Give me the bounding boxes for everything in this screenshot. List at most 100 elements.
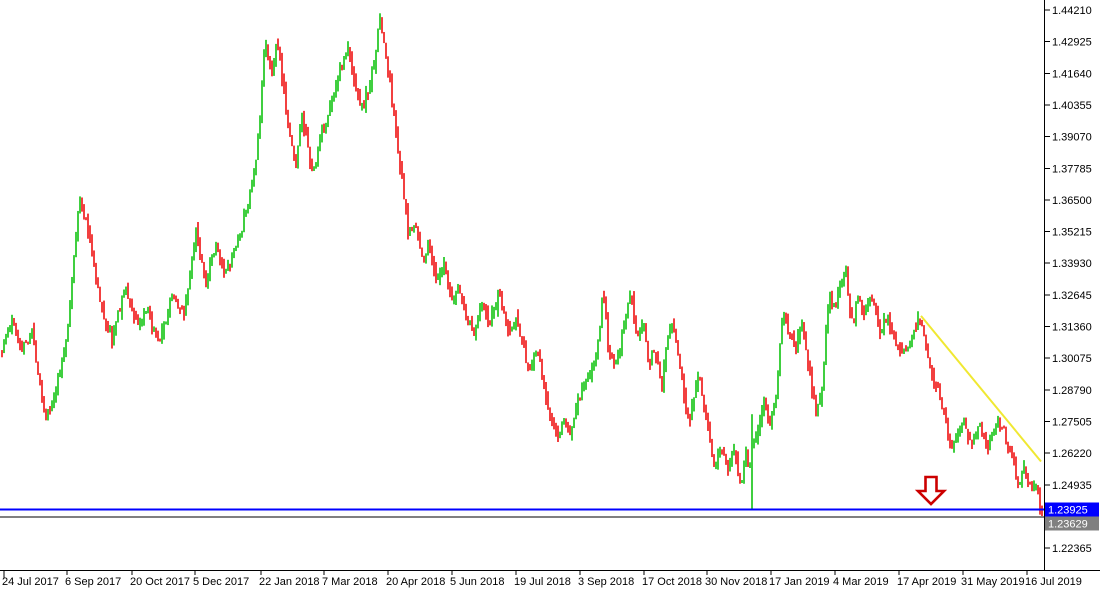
candle-up bbox=[821, 386, 823, 407]
candle-down bbox=[229, 263, 231, 272]
candle-down bbox=[603, 290, 605, 304]
candle-up bbox=[759, 414, 761, 437]
candle-down bbox=[1003, 425, 1005, 429]
y-axis-label: 1.35215 bbox=[1052, 227, 1092, 239]
candle-down bbox=[501, 290, 503, 311]
candle-down bbox=[219, 249, 221, 266]
candle-down bbox=[103, 300, 105, 320]
candle-up bbox=[843, 271, 845, 287]
candle-up bbox=[187, 288, 189, 306]
candle-up bbox=[457, 283, 459, 294]
candle-up bbox=[361, 102, 363, 111]
candle-up bbox=[977, 426, 979, 440]
candle-down bbox=[383, 31, 385, 44]
candle-down bbox=[661, 376, 663, 392]
candle-down bbox=[635, 315, 637, 334]
trendline-object[interactable] bbox=[920, 315, 1042, 463]
candle-down bbox=[949, 433, 951, 449]
svg-text:1.23925: 1.23925 bbox=[1048, 505, 1088, 517]
candle-up bbox=[327, 114, 329, 128]
candle-down bbox=[1015, 456, 1017, 480]
candle-down bbox=[149, 305, 151, 320]
candle-down bbox=[435, 262, 437, 284]
candle-down bbox=[33, 322, 35, 346]
candle-down bbox=[547, 391, 549, 410]
candle-down bbox=[553, 417, 555, 430]
candle-down bbox=[767, 404, 769, 424]
candle-down bbox=[709, 421, 711, 443]
candle-down bbox=[847, 266, 849, 296]
candle-up bbox=[577, 393, 579, 416]
candle-up bbox=[643, 323, 645, 332]
candle-down bbox=[523, 336, 525, 348]
candle-down bbox=[13, 317, 15, 326]
candle-down bbox=[933, 367, 935, 389]
candle-down bbox=[915, 322, 917, 332]
candle-up bbox=[1023, 460, 1025, 474]
y-axis-label: 1.36500 bbox=[1052, 195, 1092, 207]
candle-down bbox=[541, 358, 543, 380]
candle-up bbox=[515, 317, 517, 331]
candle-up bbox=[561, 421, 563, 436]
candle-down bbox=[363, 100, 365, 109]
candle-up bbox=[829, 291, 831, 314]
candle-up bbox=[869, 296, 871, 307]
candle-up bbox=[1035, 483, 1037, 491]
candle-up bbox=[697, 371, 699, 393]
candle-down bbox=[901, 342, 903, 354]
y-axis-label: 1.26220 bbox=[1052, 448, 1092, 460]
candle-up bbox=[667, 335, 669, 350]
candle-down bbox=[43, 396, 45, 413]
candle-down bbox=[407, 203, 409, 240]
candle-up bbox=[153, 326, 155, 332]
candle-up bbox=[69, 300, 71, 328]
candle-down bbox=[285, 81, 287, 115]
candle-down bbox=[1001, 426, 1003, 430]
x-axis-label: 17 Jan 2019 bbox=[769, 576, 830, 588]
candle-down bbox=[419, 231, 421, 249]
candle-up bbox=[161, 323, 163, 344]
candle-up bbox=[715, 461, 717, 470]
candle-up bbox=[841, 278, 843, 288]
candle-up bbox=[379, 13, 381, 30]
candle-up bbox=[833, 302, 835, 308]
candle-up bbox=[595, 352, 597, 367]
candle-down bbox=[689, 413, 691, 427]
candle-down bbox=[1029, 481, 1031, 485]
candle-down bbox=[521, 336, 523, 345]
candle-down bbox=[707, 412, 709, 431]
candle-up bbox=[297, 145, 299, 169]
x-axis-label: 17 Oct 2018 bbox=[642, 576, 702, 588]
candle-up bbox=[513, 321, 515, 330]
candle-up bbox=[761, 404, 763, 428]
candle-down bbox=[525, 340, 527, 364]
candle-down bbox=[1039, 487, 1041, 515]
candle-down bbox=[893, 330, 895, 340]
candle-down bbox=[197, 222, 199, 247]
candle-up bbox=[255, 159, 257, 176]
candle-down bbox=[769, 415, 771, 426]
candle-up bbox=[301, 112, 303, 133]
candles-group bbox=[1, 13, 1043, 518]
candle-up bbox=[193, 242, 195, 261]
candle-down bbox=[765, 397, 767, 411]
candle-up bbox=[273, 57, 275, 76]
candle-down bbox=[943, 407, 945, 415]
candle-up bbox=[345, 52, 347, 60]
candle-up bbox=[955, 433, 957, 443]
candle-up bbox=[165, 321, 167, 325]
candle-down bbox=[939, 383, 941, 401]
candle-down bbox=[293, 145, 295, 161]
candle-up bbox=[231, 252, 233, 268]
candle-up bbox=[641, 319, 643, 334]
candle-down bbox=[569, 425, 571, 436]
candle-down bbox=[391, 73, 393, 108]
candle-down bbox=[967, 428, 969, 445]
candle-down bbox=[155, 327, 157, 338]
candle-up bbox=[441, 267, 443, 278]
down-arrow-object[interactable] bbox=[914, 475, 948, 506]
candle-up bbox=[663, 359, 665, 393]
candle-up bbox=[215, 241, 217, 256]
candle-down bbox=[681, 366, 683, 381]
